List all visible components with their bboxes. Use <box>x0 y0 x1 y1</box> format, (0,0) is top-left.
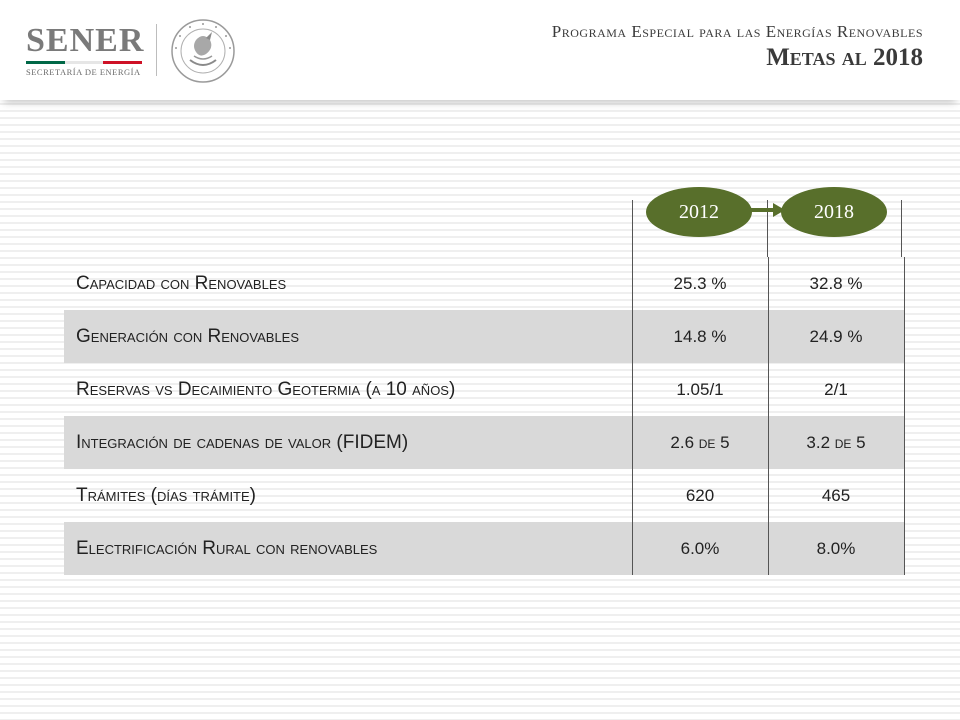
sener-logo-text: SENER <box>26 22 145 59</box>
sener-logo-subtitle: SECRETARÍA DE ENERGÍA <box>26 67 141 77</box>
slide-header: SENER SECRETARÍA DE ENERGÍA Programa Esp… <box>0 0 960 100</box>
table-row: Electrificación Rural con renovables 6.0… <box>64 522 905 575</box>
column-divider-right <box>901 200 902 257</box>
column-divider-2012 <box>632 200 633 257</box>
value-2012: 620 <box>631 469 768 522</box>
national-seal-icon <box>170 18 236 89</box>
value-2018: 465 <box>767 469 905 522</box>
value-2012: 25.3 % <box>631 257 768 310</box>
value-2012: 14.8 % <box>631 310 768 363</box>
value-2018: 32.8 % <box>767 257 905 310</box>
slide-title-line2: Metas al 2018 <box>766 44 923 71</box>
slide-title: Programa Especial para las Energías Reno… <box>552 22 923 72</box>
value-2018: 3.2 de 5 <box>767 416 905 469</box>
sener-logo: SENER SECRETARÍA DE ENERGÍA <box>26 24 144 77</box>
table-row: Reservas vs Decaimiento Geotermia (a 10 … <box>64 363 905 416</box>
year-2018-oval: 2018 <box>781 187 887 237</box>
value-2012: 6.0% <box>631 522 768 575</box>
value-2012: 1.05/1 <box>631 363 768 416</box>
slide-title-line1: Programa Especial para las Energías Reno… <box>551 22 923 41</box>
value-2018: 24.9 % <box>767 310 905 363</box>
column-divider-2018 <box>767 200 768 257</box>
value-2018: 2/1 <box>767 363 905 416</box>
year-2012-oval: 2012 <box>646 187 752 237</box>
metrics-table: Capacidad con Renovables 25.3 % 32.8 % G… <box>64 257 905 575</box>
table-row: Capacidad con Renovables 25.3 % 32.8 % <box>64 257 905 310</box>
table-row: Trámites (días trámite) 620 465 <box>64 469 905 522</box>
value-2012: 2.6 de 5 <box>631 416 768 469</box>
row-label: Capacidad con Renovables <box>76 272 287 294</box>
logo-divider <box>156 24 157 76</box>
flag-stripe <box>26 61 143 64</box>
table-row: Generación con Renovables 14.8 % 24.9 % <box>64 310 905 363</box>
row-label: Electrificación Rural con renovables <box>64 522 632 575</box>
row-label: Trámites (días trámite) <box>76 484 256 506</box>
row-label: Reservas vs Decaimiento Geotermia (a 10 … <box>76 378 456 400</box>
arrow-right-icon <box>747 203 785 217</box>
value-2018: 8.0% <box>767 522 905 575</box>
row-label: Generación con Renovables <box>64 310 632 363</box>
table-row: Integración de cadenas de valor (FIDEM) … <box>64 416 905 469</box>
row-label: Integración de cadenas de valor (FIDEM) <box>64 416 632 469</box>
